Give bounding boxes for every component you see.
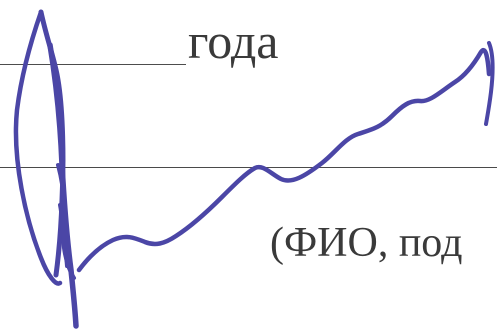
signature-stroke: [58, 203, 76, 280]
signature-stroke: [484, 41, 495, 126]
signature-stroke: [13, 9, 63, 286]
signature-line: [0, 167, 497, 168]
signature-caption: (ФИО, под: [270, 220, 463, 266]
date-underline: [0, 64, 186, 65]
year-word: года: [188, 13, 279, 69]
signature-stroke: [76, 48, 492, 273]
